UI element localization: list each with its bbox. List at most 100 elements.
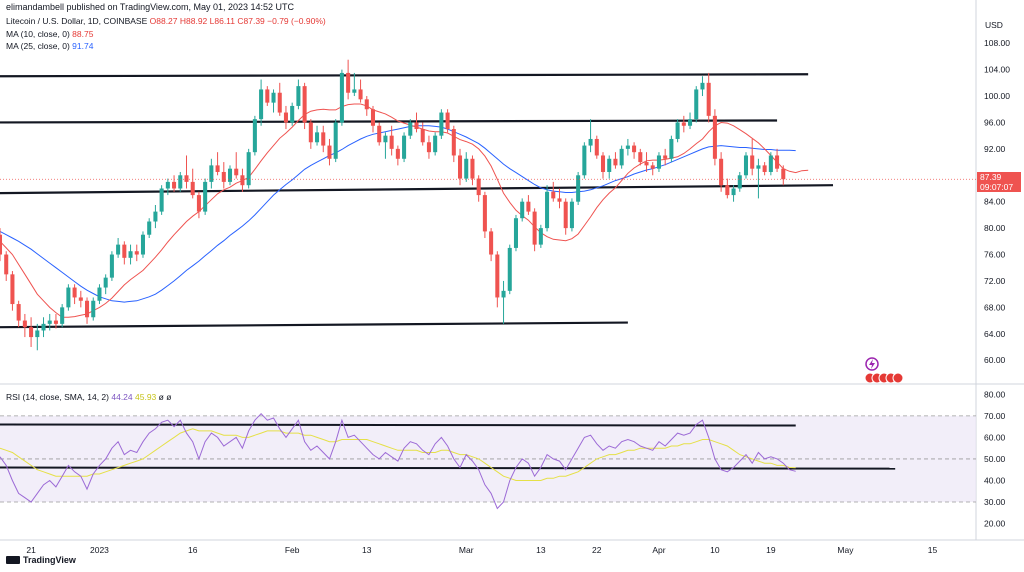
time-tick-label: Feb <box>285 545 300 555</box>
candle-body <box>762 165 767 172</box>
candle-body <box>688 119 693 126</box>
candle-body <box>464 158 469 179</box>
candle-body <box>588 138 593 146</box>
candle-body <box>66 287 71 308</box>
candle-body <box>308 122 313 143</box>
candle-body <box>296 86 301 106</box>
price-tick-label: 104.00 <box>984 65 1010 75</box>
time-tick-label: 16 <box>188 545 198 555</box>
candle-body <box>97 287 102 301</box>
candle-body <box>41 323 46 331</box>
price-tick-label: 80.00 <box>984 223 1006 233</box>
candle-body <box>582 145 587 176</box>
tradingview-logo-text: TradingView <box>23 555 76 565</box>
candle-body <box>451 129 456 156</box>
candle-body <box>370 109 376 126</box>
candle-body <box>333 122 338 159</box>
candle-body <box>743 155 749 176</box>
candle-body <box>128 251 133 258</box>
symbol-legend[interactable]: Litecoin / U.S. Dollar, 1D, COINBASE O88… <box>6 16 326 26</box>
candle-body <box>53 320 58 324</box>
candle-body <box>501 290 506 298</box>
candle-body <box>420 129 425 143</box>
price-tick-label: 96.00 <box>984 117 1006 127</box>
candle-body <box>532 211 537 245</box>
currency-label: USD <box>985 20 1003 30</box>
last-price: 87.39 <box>980 172 1002 182</box>
candle-body <box>234 168 239 176</box>
rsi-tick-label: 60.00 <box>984 432 1006 442</box>
last-price-badge: 87.39 09:07:07 <box>977 172 1021 192</box>
candle-body <box>91 300 96 318</box>
rsi-trend-line <box>0 466 896 470</box>
candle-body <box>458 155 463 179</box>
time-tick-label: 21 <box>26 545 36 555</box>
candle-body <box>227 168 233 182</box>
candle-body <box>569 201 574 229</box>
candle-body <box>750 155 755 169</box>
lightning-bolt-icon <box>869 359 875 369</box>
trend-line <box>0 119 778 124</box>
candle-body <box>675 122 680 139</box>
candle-body <box>669 138 674 159</box>
candle-body <box>358 89 363 100</box>
candle-body <box>302 86 307 123</box>
time-tick-label: 22 <box>592 545 602 555</box>
candle-body <box>445 112 450 130</box>
ma10-legend[interactable]: MA (10, close, 0) 88.75 <box>6 29 93 39</box>
price-tick-label: 64.00 <box>984 329 1006 339</box>
candle-body <box>507 247 512 291</box>
candle-body <box>700 82 705 90</box>
rsi-label: RSI (14, close, SMA, 14, 2) <box>6 392 109 402</box>
tradingview-logo[interactable]: TradingView <box>6 555 76 565</box>
candle-body <box>246 152 251 186</box>
candle-body <box>520 201 525 219</box>
ma10-line <box>0 103 809 318</box>
candle-body <box>4 254 9 275</box>
candle-body <box>439 112 444 136</box>
candle-body <box>290 105 295 123</box>
rsi-tick-label: 80.00 <box>984 389 1006 399</box>
candle-body <box>389 135 394 149</box>
candle-body <box>35 330 40 338</box>
ma25-line <box>0 125 796 303</box>
candle-body <box>60 307 65 324</box>
time-tick-label: 15 <box>928 545 938 555</box>
candle-body <box>0 234 3 255</box>
candle-body <box>321 132 326 146</box>
candle-body <box>681 122 686 126</box>
candle-body <box>16 304 21 321</box>
rsi-trend-line <box>0 423 796 427</box>
time-tick-label: 13 <box>536 545 546 555</box>
candle-body <box>364 99 369 110</box>
lightning-icon <box>865 357 879 371</box>
time-tick-label: 13 <box>362 545 372 555</box>
published-by-header: elimandambell published on TradingView.c… <box>6 2 294 12</box>
rsi-value: 44.24 <box>111 392 133 402</box>
candle-body <box>656 155 661 169</box>
rsi-tick-label: 70.00 <box>984 411 1006 421</box>
candle-body <box>72 287 77 298</box>
candle-body <box>122 244 127 258</box>
time-tick-label: 10 <box>710 545 720 555</box>
rsi-legend[interactable]: RSI (14, close, SMA, 14, 2) 44.24 45.93 … <box>6 392 171 402</box>
candle-body <box>613 158 618 166</box>
ma10-label: MA (10, close, 0) <box>6 29 70 39</box>
time-tick-label: Mar <box>459 545 474 555</box>
trend-line <box>0 73 809 78</box>
candle-body <box>47 320 52 324</box>
candle-body <box>694 89 699 120</box>
ma25-legend[interactable]: MA (25, close, 0) 91.74 <box>6 41 93 51</box>
candle-body <box>489 231 494 255</box>
candle-body <box>545 191 550 229</box>
dividend-flag-icon <box>892 372 904 384</box>
candle-body <box>209 165 214 182</box>
candle-body <box>159 188 164 212</box>
candle-body <box>414 122 419 130</box>
candle-body <box>377 125 382 143</box>
candle-body <box>433 135 438 153</box>
rsi-ma-value: 45.93 <box>135 392 157 402</box>
candle-body <box>140 234 146 255</box>
candle-body <box>134 251 139 255</box>
